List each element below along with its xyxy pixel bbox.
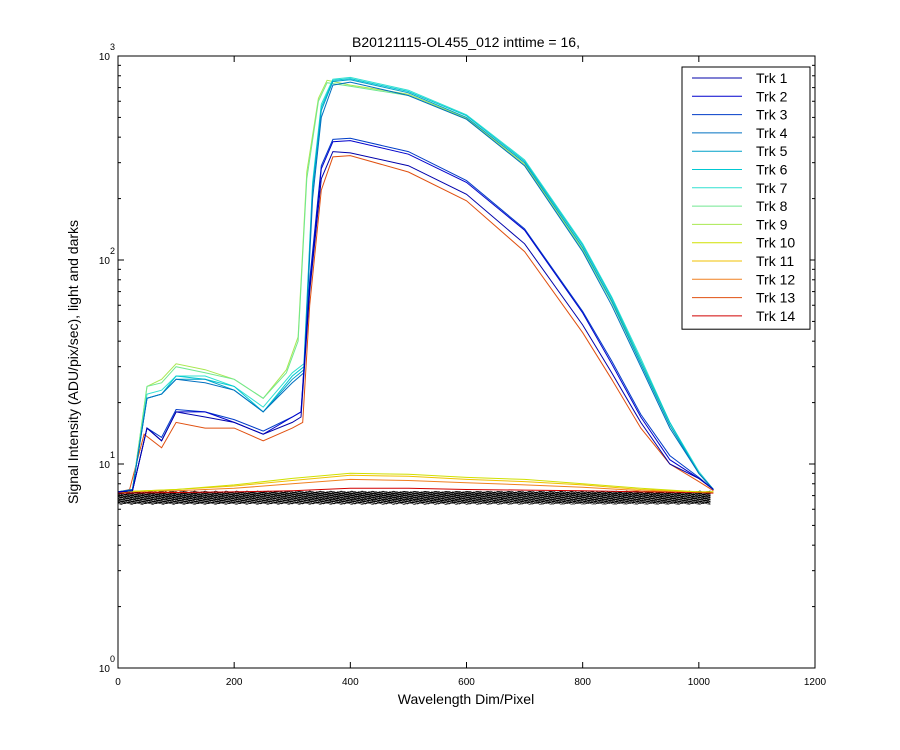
x-tick-label: 0 xyxy=(115,677,121,688)
dark-trace xyxy=(117,502,711,505)
x-tick-label: 400 xyxy=(342,677,359,688)
series-line xyxy=(117,76,714,493)
legend-label: Trk 12 xyxy=(756,271,795,287)
series-line xyxy=(117,474,714,493)
y-axis-label: Signal Intensity (ADU/pix/sec), light an… xyxy=(65,220,81,504)
legend-label: Trk 11 xyxy=(756,253,794,269)
x-tick-label: 1200 xyxy=(804,677,827,688)
legend-label: Trk 2 xyxy=(756,88,788,104)
series-line xyxy=(117,137,714,493)
series-line xyxy=(117,78,714,493)
chart-title: B20121115-OL455_012 inttime = 16, xyxy=(352,34,580,50)
legend-label: Trk 7 xyxy=(756,180,788,196)
legend-label: Trk 6 xyxy=(756,162,788,178)
x-tick-label: 600 xyxy=(458,677,475,688)
dark-trace xyxy=(117,497,711,501)
series-line xyxy=(117,472,714,493)
legend-label: Trk 3 xyxy=(756,107,788,123)
series-line xyxy=(117,151,714,493)
legend-label: Trk 14 xyxy=(756,308,795,324)
x-axis-label: Wavelength Dim/Pixel xyxy=(398,691,534,707)
y-tick-label: 10 xyxy=(99,52,111,63)
legend-label: Trk 5 xyxy=(756,143,788,159)
series-line xyxy=(117,81,714,493)
x-tick-label: 1000 xyxy=(688,677,711,688)
series-line xyxy=(117,478,714,493)
y-tick-exponent: 3 xyxy=(110,42,115,52)
dark-trace xyxy=(117,499,711,503)
legend-box xyxy=(681,66,811,330)
y-tick-label: 10 xyxy=(99,664,111,675)
legend-label: Trk 8 xyxy=(756,198,788,214)
series-line xyxy=(117,487,714,494)
series-line xyxy=(117,155,714,493)
y-tick-exponent: 2 xyxy=(110,246,115,256)
legend-label: Trk 9 xyxy=(756,216,788,232)
y-tick-label: 10 xyxy=(99,256,111,267)
legend-label: Trk 1 xyxy=(756,70,788,86)
y-tick-exponent: 1 xyxy=(110,450,115,460)
series-layer xyxy=(117,76,714,505)
dark-trace xyxy=(117,490,711,494)
x-tick-label: 800 xyxy=(574,677,591,688)
y-tick-label: 10 xyxy=(99,460,111,471)
x-tick-label: 200 xyxy=(226,677,243,688)
legend-label: Trk 4 xyxy=(756,125,788,141)
legend-label: Trk 13 xyxy=(756,290,795,306)
legend: Trk 1 Trk 2 Trk 3 Trk 4 Trk 5 Trk 6 Trk 7 Trk 8… xyxy=(681,66,811,330)
legend-label: Trk 10 xyxy=(756,235,795,251)
y-tick-exponent: 0 xyxy=(110,654,115,664)
